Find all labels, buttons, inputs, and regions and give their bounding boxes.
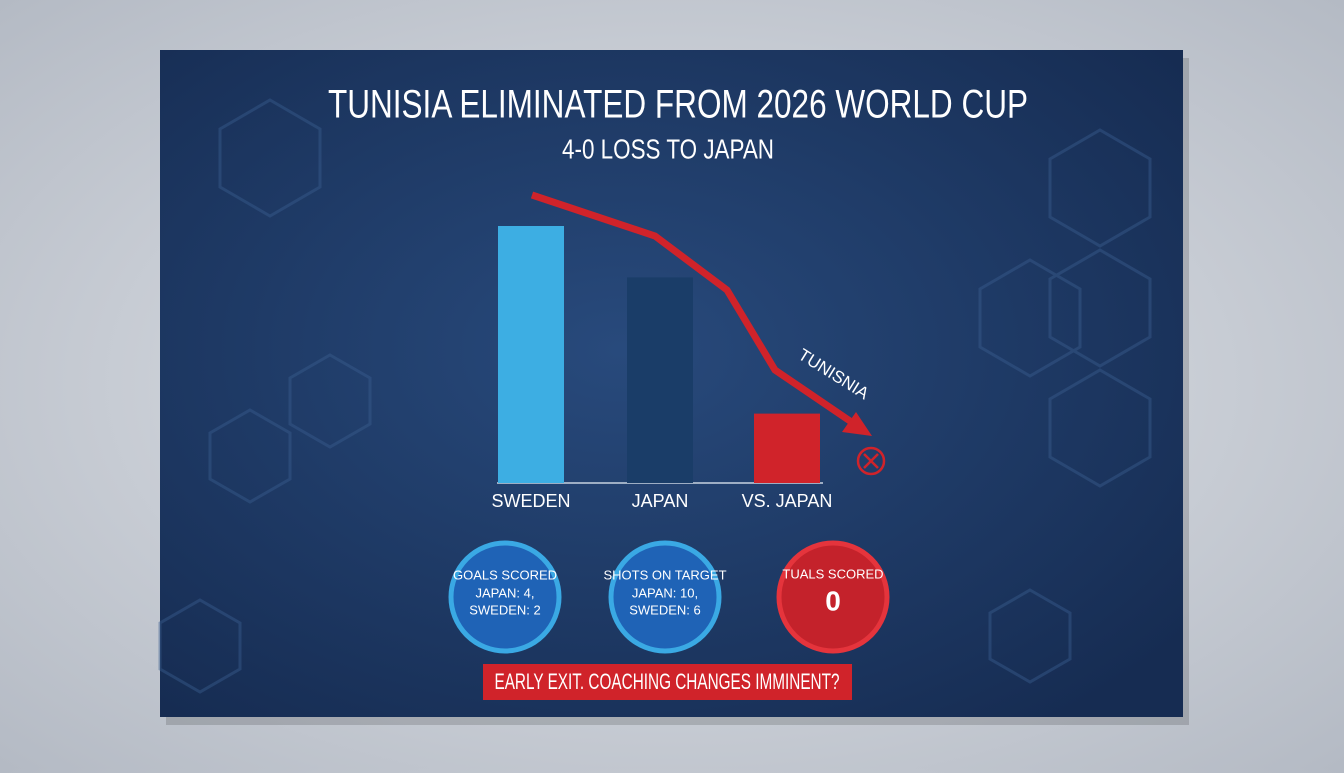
x-icon	[856, 446, 886, 476]
arrow-head	[842, 412, 872, 436]
bar	[754, 413, 820, 483]
stat-line: JAPAN: 4,	[475, 585, 534, 600]
stats: GOALS SCORED JAPAN: 4, SWEDEN: 2 SHOTS ON T…	[448, 540, 890, 654]
stat-circle	[448, 540, 562, 654]
banner	[483, 664, 852, 700]
stat-line: JAPAN: 10,	[632, 585, 698, 600]
stat-title: GOALS SCORED	[453, 567, 557, 582]
stat-title: SHOTS ON TARGET	[603, 567, 726, 582]
bar	[498, 226, 564, 483]
x-tick-label: VS. JAPAN	[742, 491, 833, 511]
stat-title: TUALS SCORED	[782, 566, 883, 581]
stat-line: 0	[825, 585, 841, 616]
stat-circle	[776, 540, 890, 654]
stat-line: SWEDEN: 6	[629, 602, 701, 617]
trend-arrow	[530, 191, 852, 424]
chart-title: TUNISIA ELIMINATED FROM 2026 WORLD CUP	[328, 83, 1028, 127]
banner-text: EARLY EXIT. COACHING CHANGES IMMINENT?	[495, 669, 840, 694]
bars: SWEDEN JAPAN VS. JAPAN	[491, 226, 832, 511]
hexagons	[158, 98, 1152, 694]
bar	[627, 277, 693, 483]
stat-circle	[608, 540, 722, 654]
x-tick-label: SWEDEN	[491, 491, 570, 511]
chart-subtitle: 4-0 LOSS TO JAPAN	[562, 133, 774, 164]
stat-line: SWEDEN: 2	[469, 602, 541, 617]
x-tick-label: JAPAN	[632, 491, 689, 511]
